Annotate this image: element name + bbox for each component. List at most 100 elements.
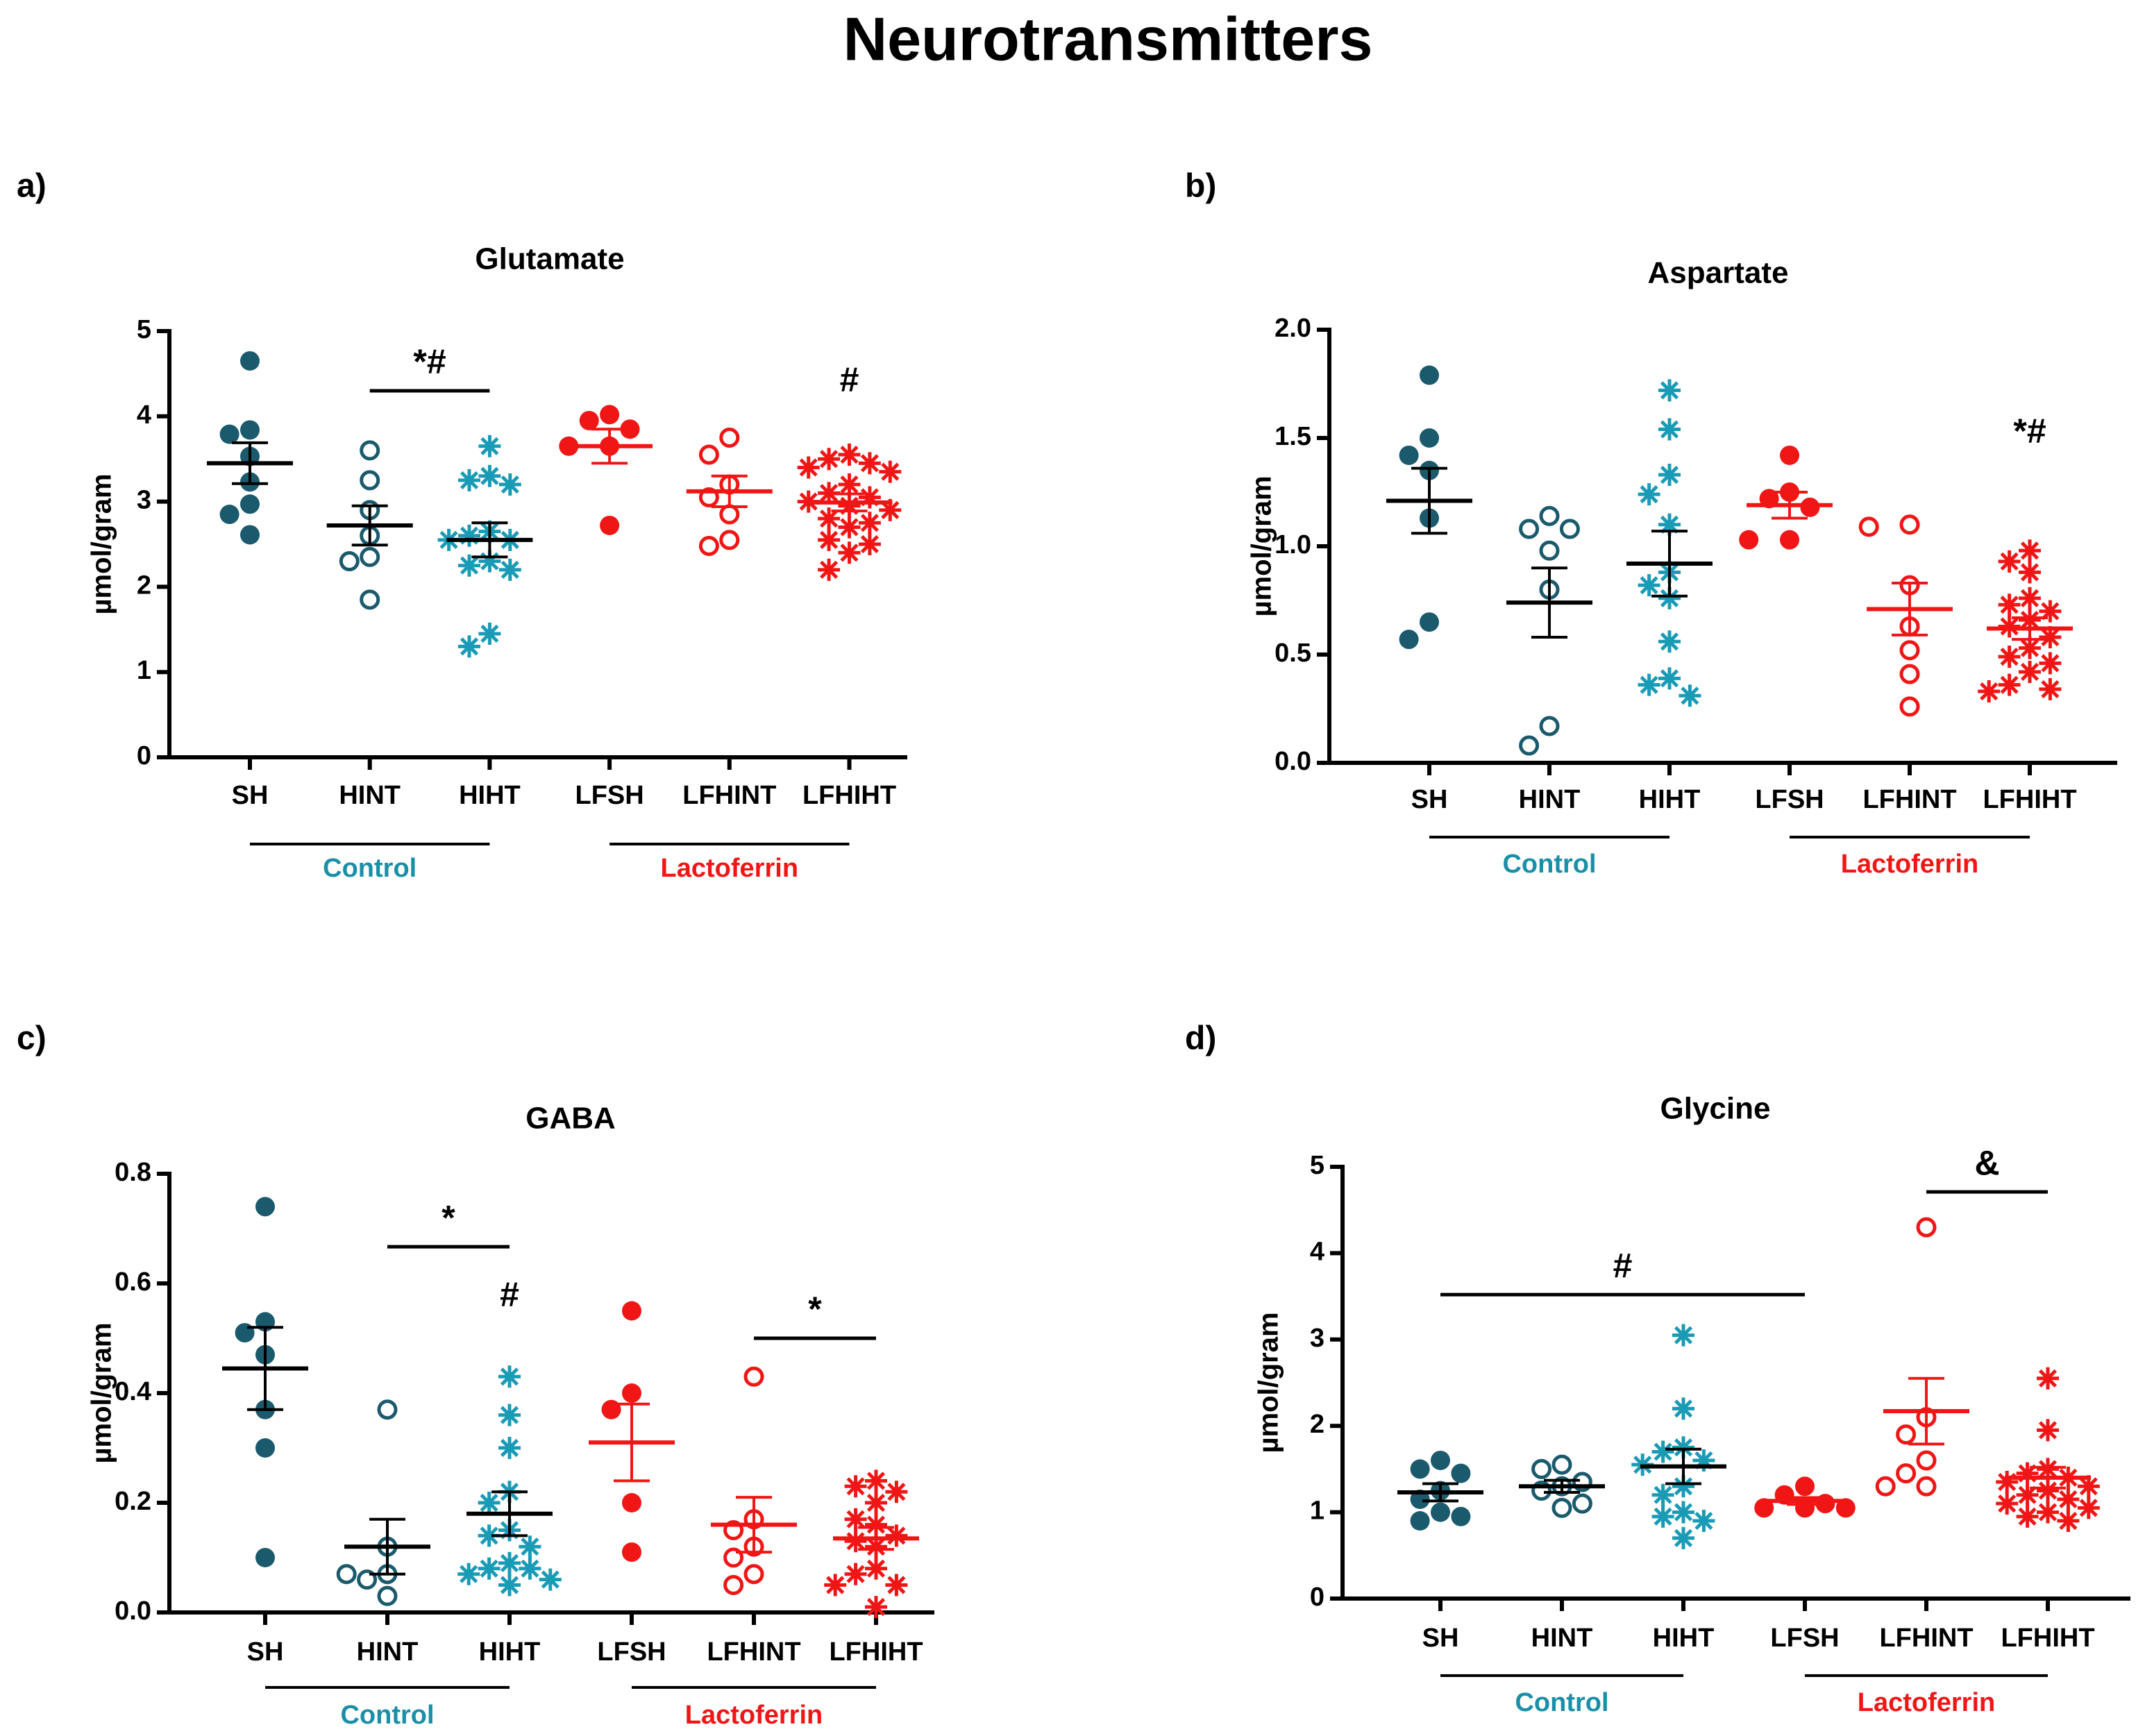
data-point xyxy=(240,420,260,440)
data-point xyxy=(1998,615,2021,638)
data-point xyxy=(498,473,521,496)
error-bar xyxy=(858,1526,894,1551)
data-point xyxy=(1399,445,1419,465)
x-tick-label: LFHIHT xyxy=(829,1637,923,1667)
figure-title: Neurotransmitters xyxy=(843,4,1373,73)
data-point xyxy=(478,1492,500,1514)
data-point xyxy=(2077,1497,2100,1519)
data-point xyxy=(844,1530,867,1553)
data-point xyxy=(2016,1483,2039,1506)
data-point xyxy=(1978,680,2001,703)
data-point xyxy=(1658,379,1681,402)
chart-title: Aspartate xyxy=(1648,256,1789,290)
x-tick-label: HINT xyxy=(1519,785,1581,814)
data-point xyxy=(818,448,841,471)
data-point xyxy=(2019,587,2041,609)
data-point xyxy=(478,435,501,457)
data-point xyxy=(458,554,480,577)
data-point xyxy=(1658,418,1681,441)
group-label: Control xyxy=(340,1701,434,1730)
y-tick-label: 2 xyxy=(1310,1410,1324,1439)
error-bar xyxy=(831,492,868,513)
data-point xyxy=(1638,574,1660,597)
data-point xyxy=(1899,664,1920,684)
data-point xyxy=(2016,1462,2039,1485)
data-point xyxy=(865,1492,887,1514)
data-point xyxy=(2037,1367,2059,1390)
data-point xyxy=(579,410,599,430)
data-point xyxy=(1531,1458,1552,1479)
data-point xyxy=(1998,673,2021,696)
data-point xyxy=(1672,1501,1694,1524)
group-label: Control xyxy=(323,854,417,883)
x-tick-label: LFHIHT xyxy=(1983,785,2076,814)
data-point xyxy=(458,524,480,547)
error-bar xyxy=(1665,1447,1701,1485)
data-point xyxy=(1899,640,1920,661)
data-point xyxy=(336,1564,357,1585)
data-point xyxy=(1420,428,1439,448)
data-point xyxy=(255,1548,275,1567)
error-bar xyxy=(1892,582,1928,637)
data-point xyxy=(2037,1501,2059,1524)
y-tick-label: 4 xyxy=(1310,1237,1324,1266)
data-point xyxy=(844,1475,867,1498)
x-tick-label: SH xyxy=(247,1637,284,1667)
annotation: * xyxy=(808,1290,822,1329)
data-point xyxy=(498,1551,521,1574)
data-point xyxy=(1638,673,1660,696)
data-point xyxy=(498,1404,521,1426)
data-point xyxy=(1795,1476,1815,1497)
data-point xyxy=(360,589,380,610)
data-point xyxy=(478,550,501,573)
data-point xyxy=(255,1197,275,1217)
data-point xyxy=(2019,660,2041,683)
x-tick-label: SH xyxy=(232,781,269,810)
error-bar xyxy=(2030,1465,2066,1490)
data-point xyxy=(844,1562,867,1585)
data-point xyxy=(723,1575,744,1595)
data-point xyxy=(1998,550,2021,573)
error-bar xyxy=(591,428,628,465)
data-point xyxy=(858,452,881,475)
data-point xyxy=(879,498,902,521)
data-point xyxy=(743,1564,764,1585)
data-point xyxy=(698,535,719,556)
data-point xyxy=(1739,530,1759,550)
data-point xyxy=(818,482,841,505)
data-point xyxy=(478,1524,500,1547)
group-label: Control xyxy=(1515,1688,1608,1717)
group-label: Control xyxy=(1502,850,1596,879)
data-point xyxy=(1858,516,1879,537)
data-point xyxy=(1420,612,1439,632)
panel-label: d) xyxy=(1185,1020,1216,1057)
data-point xyxy=(1658,587,1681,609)
y-tick-label: 2 xyxy=(137,571,151,600)
data-point xyxy=(1996,1471,2019,1494)
data-point xyxy=(360,546,380,567)
data-point xyxy=(2039,626,2062,649)
data-point xyxy=(240,525,260,545)
data-point xyxy=(719,504,740,525)
data-point xyxy=(1899,696,1920,717)
data-point xyxy=(622,1542,641,1562)
data-point xyxy=(377,1399,398,1420)
x-tick-label: HINT xyxy=(1531,1624,1593,1653)
data-point xyxy=(1431,1450,1450,1470)
data-point xyxy=(2037,1419,2059,1442)
data-point xyxy=(622,1383,641,1403)
data-point xyxy=(1451,1506,1471,1526)
data-point xyxy=(339,551,360,572)
data-point xyxy=(2037,1479,2059,1502)
data-point xyxy=(838,444,861,466)
data-point xyxy=(1420,365,1439,385)
data-point xyxy=(818,558,841,581)
data-point xyxy=(885,1574,908,1596)
data-point xyxy=(1658,513,1681,536)
data-point xyxy=(622,1493,641,1512)
data-point xyxy=(377,1585,398,1606)
y-tick-label: 0.0 xyxy=(1275,747,1311,776)
data-point xyxy=(360,440,380,461)
data-point xyxy=(622,1301,641,1321)
x-tick-label: LFSH xyxy=(597,1637,666,1667)
